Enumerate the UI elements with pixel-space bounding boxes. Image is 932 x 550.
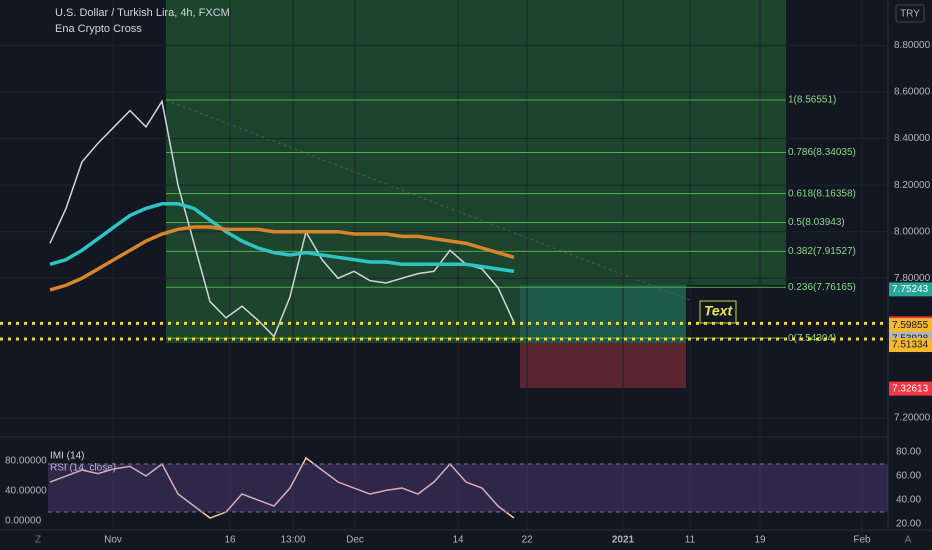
time-tick-label: 16	[224, 535, 236, 546]
corner-icon[interactable]: Z	[35, 535, 41, 546]
imi-tick-label: 40.00000	[5, 486, 47, 497]
price-badge-label: 7.75243	[892, 284, 929, 295]
price-badge	[889, 381, 932, 396]
fib-label: 0(7.54304)	[788, 333, 836, 344]
rsi-tick-label: 40.00	[896, 495, 921, 506]
corner-icon[interactable]: A	[905, 535, 912, 546]
series-ma-fast	[49, 202, 515, 274]
price-tick-label: 8.20000	[894, 180, 931, 191]
time-tick-label: 19	[754, 535, 766, 546]
time-tick-label: 22	[521, 535, 533, 546]
fib-label: 0.382(7.91527)	[788, 246, 856, 257]
rsi-label: RSI (14, close)	[50, 463, 116, 474]
time-tick-label: 2021	[612, 535, 635, 546]
time-tick-label: 14	[452, 535, 464, 546]
fib-label: 0.618(8.16358)	[788, 188, 856, 199]
target-zone	[520, 285, 686, 343]
currency-button[interactable]	[895, 4, 925, 23]
price-badge	[889, 282, 932, 297]
rsi-line	[49, 456, 515, 519]
long-position-zone	[166, 285, 520, 343]
imi-tick-label: 0.00000	[5, 516, 42, 527]
fib-label: 0.786(8.34035)	[788, 147, 856, 158]
price-tick-label: 7.80000	[894, 273, 931, 284]
price-tick-label: 8.40000	[894, 133, 931, 144]
series-close	[49, 99, 515, 338]
rsi-tick-label: 80.00	[896, 447, 921, 458]
price-badge	[889, 318, 932, 333]
time-tick-label: 11	[685, 535, 696, 546]
text-drawing-box	[699, 300, 737, 324]
price-badge-label: 7.59855	[892, 320, 929, 331]
price-badge	[889, 338, 932, 353]
price-tick-label: 8.80000	[894, 40, 931, 51]
price-badge-label: 7.32613	[892, 383, 929, 394]
stop-zone	[520, 343, 686, 388]
text-drawing: Text	[704, 303, 734, 319]
rsi-tick-label: 60.00	[896, 471, 921, 482]
rsi-band	[48, 464, 888, 513]
indicator-name: Ena Crypto Cross	[55, 23, 142, 35]
time-tick-label: Feb	[853, 535, 871, 546]
price-badge-label: 7.51334	[892, 340, 929, 351]
fib-label: 0.236(7.76165)	[788, 282, 856, 293]
price-tick-label: 8.60000	[894, 87, 931, 98]
price-tick-label: 8.00000	[894, 226, 931, 237]
fib-label: 0.5(8.03943)	[788, 217, 845, 228]
series-ma-slow	[49, 225, 515, 292]
symbol-title: U.S. Dollar / Turkish Lira, 4h, FXCM	[55, 7, 230, 19]
time-tick-label: 13:00	[280, 535, 305, 546]
time-tick-label: Nov	[104, 535, 122, 546]
imi-label: IMI (14)	[50, 451, 84, 462]
long-position-zone	[166, 0, 786, 285]
time-tick-label: Dec	[346, 535, 364, 546]
price-tick-label: 7.20000	[894, 413, 931, 424]
rsi-tick-label: 20.00	[896, 519, 921, 530]
currency-button-label[interactable]: TRY	[900, 9, 920, 20]
imi-tick-label: 80.00000	[5, 456, 47, 467]
fib-label: 1(8.56551)	[788, 95, 836, 106]
